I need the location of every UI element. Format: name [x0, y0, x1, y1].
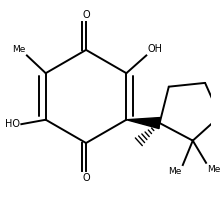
Polygon shape	[126, 118, 160, 129]
Text: O: O	[82, 173, 90, 183]
Text: Me: Me	[12, 45, 26, 54]
Text: O: O	[82, 10, 90, 20]
Text: Me: Me	[168, 167, 182, 176]
Text: HO: HO	[5, 119, 20, 129]
Text: Me: Me	[207, 165, 220, 174]
Text: OH: OH	[147, 44, 163, 54]
